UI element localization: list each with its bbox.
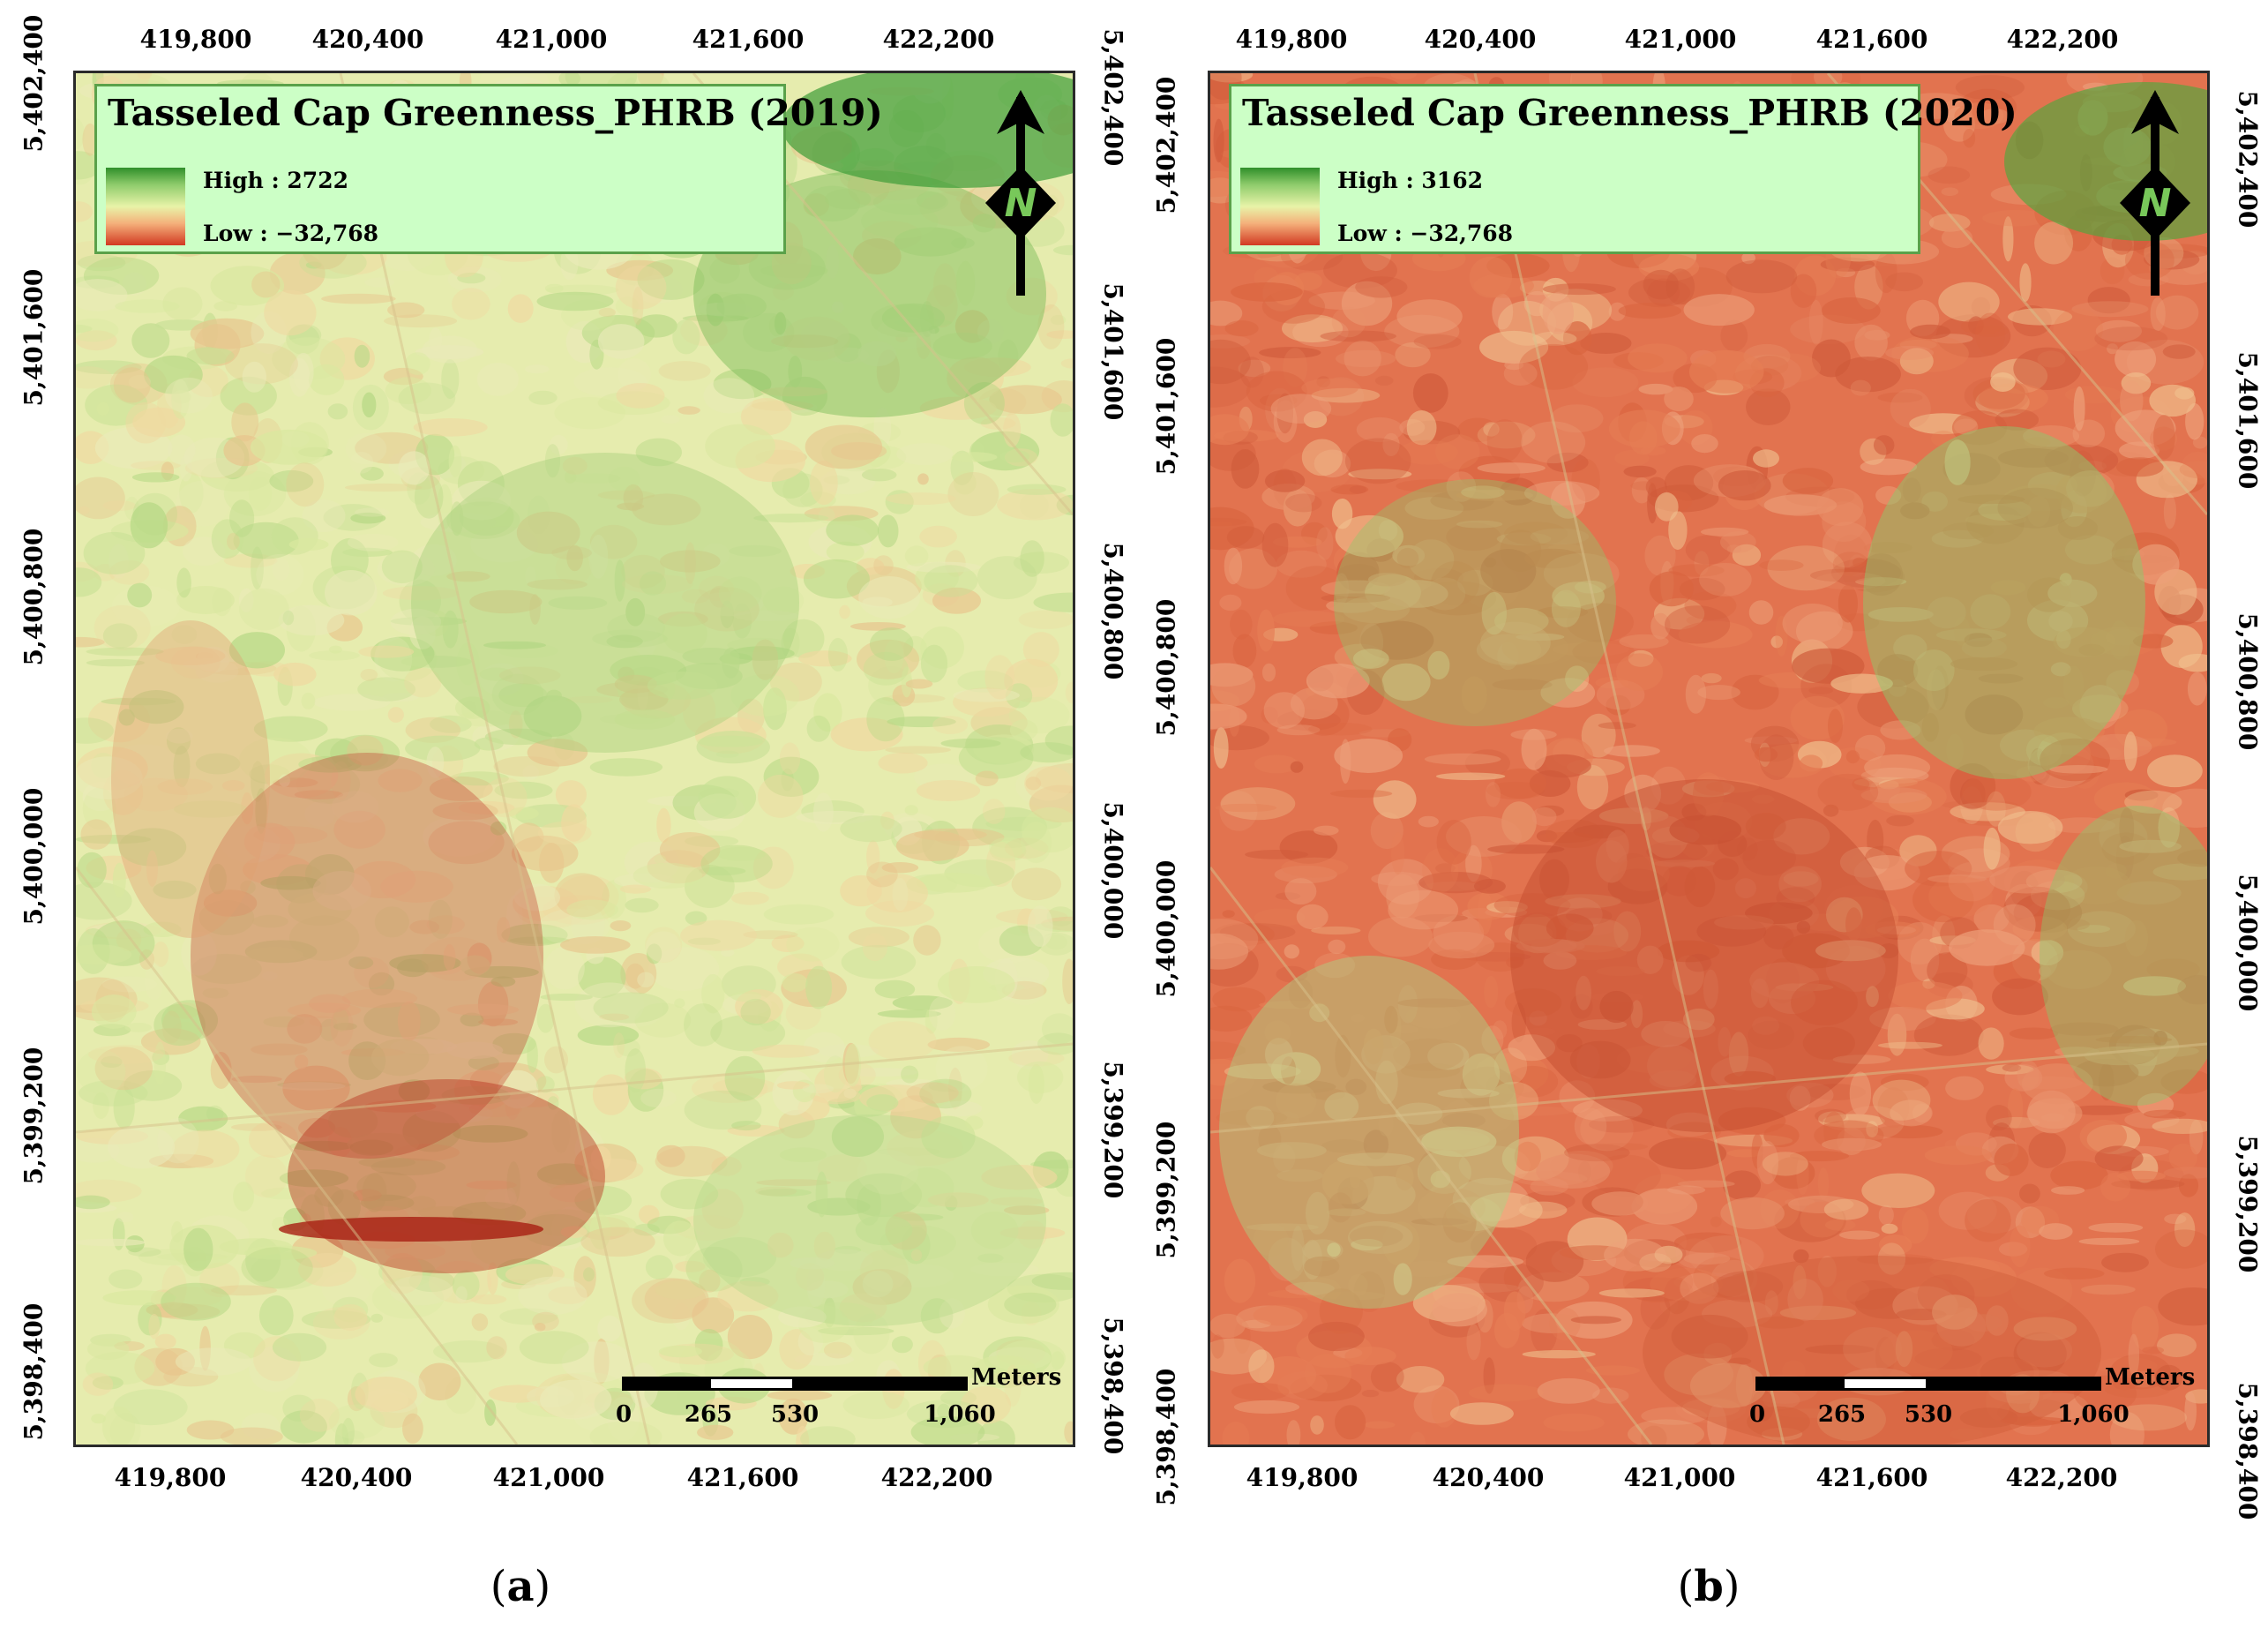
- raster-region: [411, 453, 799, 753]
- raster-region: [191, 753, 543, 1159]
- scale-bar-b: Meters 0 265 530 1,060: [1749, 1364, 2195, 1430]
- north-label: N: [2139, 181, 2172, 226]
- legend-high-label: High : 2722: [203, 168, 348, 193]
- scale-label: 0: [615, 1401, 632, 1428]
- legend-color-ramp: [106, 168, 185, 245]
- raster-region: [2040, 806, 2207, 1106]
- north-label: N: [1005, 181, 1037, 226]
- y-tick-left: 5,398,400: [19, 1302, 49, 1441]
- raster-region: [1510, 779, 1898, 1132]
- legend-color-ramp: [1240, 168, 1320, 245]
- y-tick-right: 5,401,600: [1098, 282, 1128, 421]
- y-tick-left: 5,398,400: [1151, 1368, 1181, 1506]
- x-tick-bottom: 422,200: [880, 1463, 993, 1492]
- y-tick-left: 5,400,000: [1151, 859, 1181, 998]
- raster-region: [782, 73, 1073, 188]
- y-tick-right: 5,400,000: [1098, 801, 1128, 940]
- x-tick-bottom: 421,600: [1815, 1463, 1928, 1492]
- legend-high-label: High : 3162: [1337, 168, 1483, 193]
- raster-region: [693, 1114, 1046, 1326]
- x-tick-top: 421,000: [495, 25, 608, 54]
- legend-title: Tasseled Cap Greenness_PHRB (2019): [108, 92, 883, 134]
- linear-feature: [1473, 73, 1785, 1445]
- raster-region: [1643, 1256, 2101, 1445]
- caption-letter: a: [506, 1562, 535, 1611]
- y-tick-left: 5,402,400: [1151, 76, 1181, 214]
- legend-b: Tasseled Cap Greenness_PHRB (2020) High …: [1229, 84, 2017, 254]
- x-tick-bottom: 420,400: [1432, 1463, 1545, 1492]
- panel-caption-b: (b): [1677, 1562, 1740, 1611]
- x-tick-top: 419,800: [139, 25, 252, 54]
- scale-label: 1,060: [924, 1401, 996, 1428]
- raster-region: [1863, 426, 2145, 779]
- x-tick-bottom: 419,800: [114, 1463, 227, 1492]
- map-image-a: [73, 71, 1075, 1447]
- y-tick-left: 5,402,400: [19, 14, 49, 153]
- y-tick-left: 5,401,600: [19, 268, 49, 407]
- raster-region: [1334, 479, 1616, 726]
- x-tick-top: 422,200: [2006, 25, 2119, 54]
- scale-bar-a: Meters 0 265 530 1,060: [616, 1364, 1061, 1430]
- north-arrow-icon: N: [2120, 90, 2190, 296]
- map-panel-b: Tasseled Cap Greenness_PHRB (2020) High …: [1147, 0, 2268, 1636]
- scale-label: 265: [684, 1401, 733, 1428]
- y-tick-right: 5,402,400: [2233, 90, 2263, 229]
- x-tick-bottom: 422,200: [2005, 1463, 2118, 1492]
- x-tick-top: 421,000: [1624, 25, 1737, 54]
- y-tick-left: 5,400,000: [19, 787, 49, 926]
- y-tick-right: 5,400,000: [2233, 874, 2263, 1012]
- x-tick-bottom: 421,600: [686, 1463, 799, 1492]
- scale-label: 1,060: [2057, 1401, 2130, 1428]
- y-tick-right: 5,398,400: [1098, 1317, 1128, 1455]
- x-tick-top: 420,400: [1424, 25, 1537, 54]
- y-tick-right: 5,398,400: [2233, 1382, 2263, 1520]
- x-tick-bottom: 421,000: [492, 1463, 605, 1492]
- y-tick-right: 5,401,600: [2233, 351, 2263, 490]
- y-tick-left: 5,399,200: [1151, 1121, 1181, 1259]
- legend-a: Tasseled Cap Greenness_PHRB (2019) High …: [94, 84, 883, 254]
- y-tick-left: 5,401,600: [1151, 337, 1181, 476]
- legend-low-label: Low : −32,768: [1337, 221, 1514, 246]
- x-tick-bottom: 421,000: [1623, 1463, 1736, 1492]
- x-tick-top: 421,600: [692, 25, 805, 54]
- y-tick-left: 5,399,200: [19, 1047, 49, 1185]
- raster-region: [279, 1217, 543, 1242]
- y-tick-right: 5,402,400: [1098, 28, 1128, 167]
- scale-label: 265: [1817, 1401, 1867, 1428]
- y-tick-right: 5,400,800: [2233, 612, 2263, 751]
- raster-region: [1219, 956, 1519, 1309]
- y-tick-right: 5,400,800: [1098, 542, 1128, 680]
- y-tick-left: 5,400,800: [1151, 598, 1181, 737]
- linear-feature: [1210, 867, 1653, 1445]
- y-tick-right: 5,399,200: [1098, 1061, 1128, 1199]
- scale-unit-label: Meters: [2105, 1364, 2196, 1391]
- legend-low-label: Low : −32,768: [203, 221, 379, 246]
- y-tick-right: 5,399,200: [2233, 1135, 2263, 1273]
- caption-letter: b: [1694, 1562, 1724, 1611]
- map-panel-a: Tasseled Cap Greenness_PHRB (2019) High …: [0, 0, 1128, 1636]
- linear-feature: [76, 867, 519, 1445]
- x-tick-top: 422,200: [882, 25, 995, 54]
- raster-region: [111, 620, 270, 938]
- y-tick-left: 5,400,800: [19, 528, 49, 666]
- scale-unit-label: Meters: [971, 1364, 1062, 1391]
- scale-label: 0: [1748, 1401, 1766, 1428]
- greenness-raster-a: [76, 73, 1073, 1445]
- panel-caption-a: (a): [490, 1562, 551, 1611]
- x-tick-top: 420,400: [311, 25, 424, 54]
- scale-label: 530: [1904, 1401, 1953, 1428]
- linear-feature: [1210, 1042, 2207, 1134]
- linear-feature: [76, 1042, 1073, 1134]
- x-tick-top: 421,600: [1815, 25, 1928, 54]
- greenness-raster-b: [1210, 73, 2207, 1445]
- map-image-b: [1208, 71, 2210, 1447]
- x-tick-bottom: 420,400: [300, 1463, 413, 1492]
- linear-feature: [339, 73, 651, 1445]
- north-arrow-icon: N: [985, 90, 1056, 296]
- x-tick-bottom: 419,800: [1246, 1463, 1359, 1492]
- x-tick-top: 419,800: [1235, 25, 1348, 54]
- legend-title: Tasseled Cap Greenness_PHRB (2020): [1242, 92, 2017, 134]
- scale-label: 530: [770, 1401, 820, 1428]
